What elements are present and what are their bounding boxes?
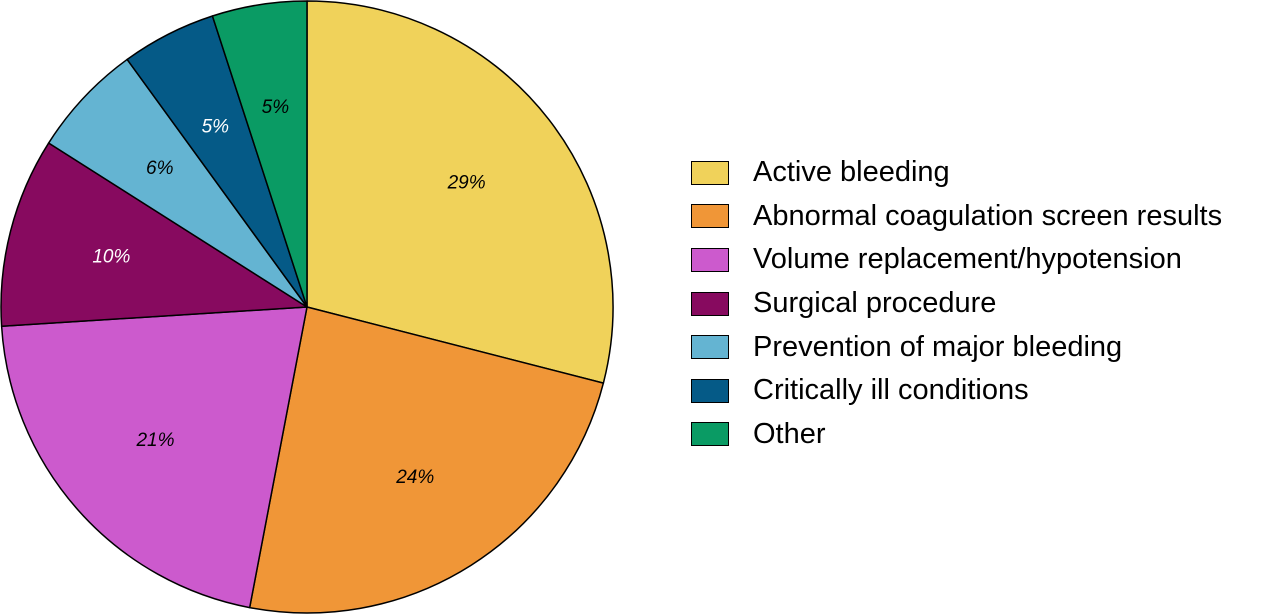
legend-swatch <box>691 378 729 403</box>
legend-item-critically-ill: Critically ill conditions <box>691 369 1222 413</box>
legend-item-volume-replacement: Volume replacement/hypotension <box>691 238 1222 282</box>
legend-label: Prevention of major bleeding <box>753 330 1123 363</box>
pie-slice-abnormal-coagulation-screen-results <box>248 306 605 614</box>
legend-label: Abnormal coagulation screen results <box>753 199 1223 232</box>
pie-slice-label-other: 5% <box>262 97 290 118</box>
pie-slice-label-critically-ill-conditions: 5% <box>202 117 230 138</box>
legend-label: Other <box>753 417 826 450</box>
pie-slice-label-abnormal-coagulation-screen-results: 24% <box>395 467 434 488</box>
pie-slice-label-prevention-of-major-bleeding: 6% <box>146 158 174 179</box>
legend-item-prevention-major-bleeding: Prevention of major bleeding <box>691 325 1222 369</box>
legend-swatch <box>691 204 729 229</box>
legend-label: Critically ill conditions <box>753 374 1029 407</box>
legend-swatch <box>691 291 729 316</box>
legend-item-abnormal-coagulation: Abnormal coagulation screen results <box>691 195 1222 239</box>
legend-swatch <box>691 335 729 360</box>
legend-item-other: Other <box>691 413 1222 457</box>
pie-slice-label-active-bleeding: 29% <box>447 173 486 194</box>
legend-swatch <box>691 422 729 447</box>
legend: Active bleeding Abnormal coagulation scr… <box>691 151 1222 456</box>
pie-slice-active-bleeding <box>306 0 614 384</box>
legend-label: Surgical procedure <box>753 287 997 320</box>
pie-slice-volume-replacement-hypotension <box>0 306 308 609</box>
legend-swatch <box>691 160 729 185</box>
legend-item-active-bleeding: Active bleeding <box>691 151 1222 195</box>
pie-slice-labels: 29% 24% 21% 10% 6% 5% 5% <box>92 97 485 488</box>
legend-label: Volume replacement/hypotension <box>753 243 1182 276</box>
pie-slice-other <box>211 0 308 308</box>
pie-slices <box>0 0 614 614</box>
pie-slice-label-surgical-procedure: 10% <box>92 246 130 267</box>
legend-swatch <box>691 247 729 272</box>
legend-item-surgical-procedure: Surgical procedure <box>691 282 1222 326</box>
legend-label: Active bleeding <box>753 156 950 189</box>
pie-slice-surgical-procedure <box>0 142 308 327</box>
pie-slice-label-volume-replacement-hypotension: 21% <box>135 430 174 451</box>
